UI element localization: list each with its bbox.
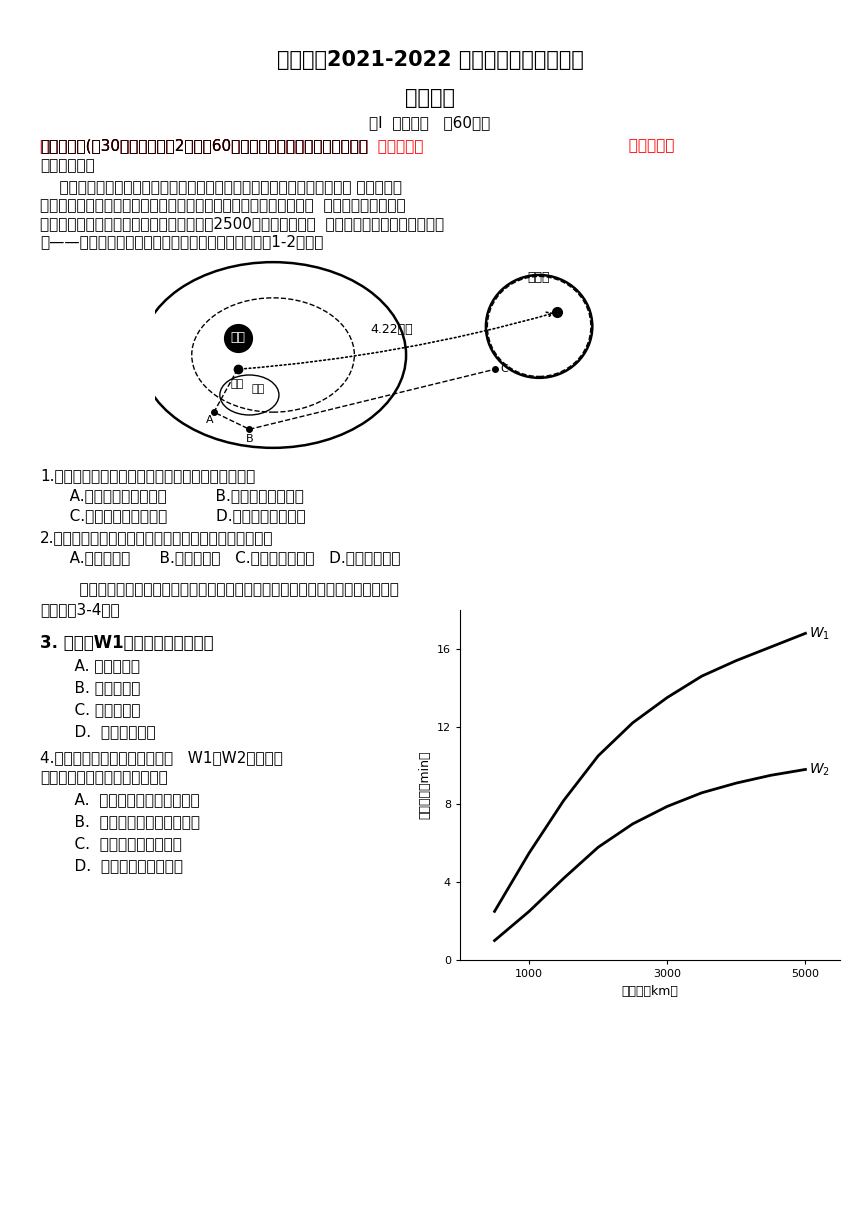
Y-axis label: 传播时间（min）: 传播时间（min） — [418, 750, 432, 820]
Text: 速度都明显增加的不连续界面是: 速度都明显增加的不连续界面是 — [40, 770, 168, 786]
Text: 图为地震波时距曲线（表示地震时纵波和横波到达不同地震台站所需的时间），: 图为地震波时距曲线（表示地震时纵波和横波到达不同地震台站所需的时间）， — [60, 582, 399, 597]
Text: 星——比邻星。下图为地球流浪过程示意图。读图完成1-2小题。: 星——比邻星。下图为地球流浪过程示意图。读图完成1-2小题。 — [40, 233, 323, 249]
Text: 读图完成3-4题。: 读图完成3-4题。 — [40, 602, 120, 617]
Text: A.  岩石圈与软流层的分界面: A. 岩石圈与软流层的分界面 — [55, 792, 200, 807]
Text: 地球: 地球 — [231, 379, 244, 389]
Text: 2.比邻星能成为地球新家园是因为比邻星可以为地球提供: 2.比邻星能成为地球新家园是因为比邻星可以为地球提供 — [40, 530, 273, 545]
Text: $W_2$: $W_2$ — [809, 761, 830, 778]
Text: A. 地壳与地幔: A. 地壳与地幔 — [55, 658, 140, 672]
Text: 星引力，弹射出太阳系；第三步，地球经历2500年的星际流浪，  抵达新家园距离太阳最近的恒: 星引力，弹射出太阳系；第三步，地球经历2500年的星际流浪， 抵达新家园距离太阳… — [40, 216, 444, 231]
Text: A: A — [206, 415, 213, 426]
Text: 4.地震波在地球内部向下传播，   W1与W2通过时，: 4.地震波在地球内部向下传播， W1与W2通过时， — [40, 750, 283, 765]
Text: 流浪地球计划分为三步：第一步，终止地球自转；第二步，将地球推  入土星轨道，借助土: 流浪地球计划分为三步：第一步，终止地球自转；第二步，将地球推 入土星轨道，借助土 — [40, 198, 406, 213]
Text: 3. 地震波W1能通过的地球圈层有: 3. 地震波W1能通过的地球圈层有 — [40, 634, 213, 652]
X-axis label: 震中距（km）: 震中距（km） — [622, 985, 679, 997]
Text: C. 地壳与地核: C. 地壳与地核 — [55, 702, 140, 717]
Text: D.  所有内部圈层: D. 所有内部圈层 — [55, 724, 156, 739]
Text: 4.22光年: 4.22光年 — [370, 322, 413, 336]
Text: C.  地壳与地幔的分界面: C. 地壳与地幔的分界面 — [55, 837, 181, 851]
Text: B. 地幔与地核: B. 地幔与地核 — [55, 680, 140, 696]
Text: 科幻电影《流浪地球》讲述了地球因太阳氦闪而被迫逃离太阳系寻找新家 园的故事。: 科幻电影《流浪地球》讲述了地球因太阳氦闪而被迫逃离太阳系寻找新家 园的故事。 — [40, 180, 402, 195]
Text: 卷I  （选择题   共60分）: 卷I （选择题 共60分） — [370, 116, 490, 130]
Text: 太阳: 太阳 — [230, 331, 245, 344]
Text: 只有一个选: 只有一个选 — [619, 137, 674, 153]
Text: C.比邻星不会发光发热          D.比邻星绕太阳运动: C.比邻星不会发光发热 D.比邻星绕太阳运动 — [55, 508, 305, 523]
Text: 一．选择题(共30小题，每小题2分，计60分。在每小题给出的四个选项中，  只有一个选: 一．选择题(共30小题，每小题2分，计60分。在每小题给出的四个选项中， 只有一… — [40, 137, 423, 153]
Text: 一．选择题(共30小题，每小题2分，计60分。在每小题给出的四个选项中，: 一．选择题(共30小题，每小题2分，计60分。在每小题给出的四个选项中， — [40, 137, 368, 153]
Text: 1.地球进入比邻星宜居轨道后，下列推测最可信的是: 1.地球进入比邻星宜居轨道后，下列推测最可信的是 — [40, 468, 255, 483]
Text: 项符合题意）: 项符合题意） — [40, 158, 95, 173]
Text: A.比邻星位于河外星系          B.比邻星位于银河系: A.比邻星位于河外星系 B.比邻星位于银河系 — [55, 488, 304, 503]
Text: 赤峰四中2021-2022 学年第一学期月考试题: 赤峰四中2021-2022 学年第一学期月考试题 — [277, 50, 583, 71]
Text: 高一地理: 高一地理 — [405, 88, 455, 108]
Text: 土星: 土星 — [252, 384, 265, 394]
Text: $W_1$: $W_1$ — [809, 625, 830, 642]
Text: B.  地球内外部圈层的分界面: B. 地球内外部圈层的分界面 — [55, 814, 200, 829]
Text: A.充足的食物      B.适宜的大气   C.稳定的光照条件   D.大量的液态水: A.充足的食物 B.适宜的大气 C.稳定的光照条件 D.大量的液态水 — [55, 550, 401, 565]
Text: D.  地幔与地核的分界面: D. 地幔与地核的分界面 — [55, 858, 183, 873]
Text: C: C — [501, 365, 508, 375]
Text: 一．选择题(共30小题，每小题2分，计60分。在每小题给出的四个选项中，: 一．选择题(共30小题，每小题2分，计60分。在每小题给出的四个选项中， — [40, 137, 368, 153]
Text: B: B — [246, 434, 253, 444]
Text: 比邻星: 比邻星 — [528, 271, 550, 283]
